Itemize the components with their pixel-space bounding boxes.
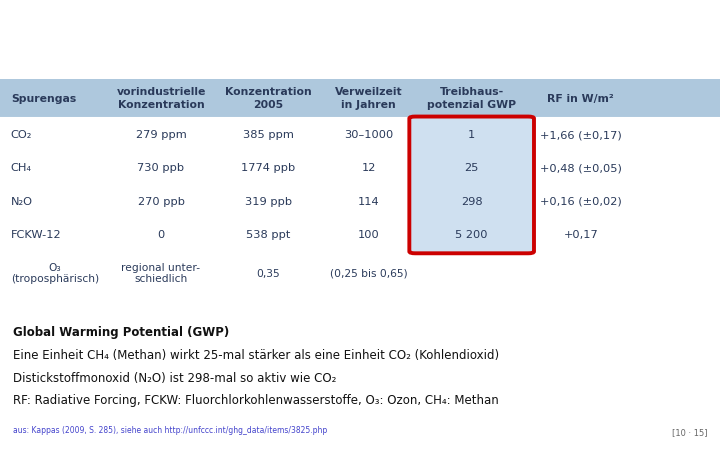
Text: 25: 25	[464, 163, 479, 173]
Text: N₂O: N₂O	[11, 197, 33, 207]
Text: +0,48 (±0,05): +0,48 (±0,05)	[540, 163, 622, 173]
Text: 5 200: 5 200	[456, 230, 488, 240]
Text: 385 ppm: 385 ppm	[243, 130, 294, 140]
Text: 12: 12	[361, 163, 376, 173]
Text: Eine Einheit CH₄ (Methan) wirkt 25-mal stärker als eine Einheit CO₂ (Kohlendioxi: Eine Einheit CH₄ (Methan) wirkt 25-mal s…	[13, 349, 499, 362]
Text: +0,17: +0,17	[564, 230, 598, 240]
Text: 0,35: 0,35	[256, 269, 280, 279]
Text: 30–1000: 30–1000	[344, 130, 393, 140]
Text: 1: 1	[468, 130, 475, 140]
Text: +1,66 (±0,17): +1,66 (±0,17)	[540, 130, 621, 140]
Text: Distickstoffmonoxid (N₂O) ist 298-mal so aktiv wie CO₂: Distickstoffmonoxid (N₂O) ist 298-mal so…	[13, 372, 336, 385]
Text: 114: 114	[358, 197, 379, 207]
Text: [10 · 15]: [10 · 15]	[672, 428, 707, 437]
Text: Global Warming Potential (GWP): Global Warming Potential (GWP)	[13, 326, 229, 339]
Text: 100: 100	[358, 230, 379, 240]
Text: +0,16 (±0,02): +0,16 (±0,02)	[540, 197, 621, 207]
Bar	[0, 79, 720, 118]
Text: regional unter-
schiedlich: regional unter- schiedlich	[122, 263, 201, 284]
Text: 298: 298	[461, 197, 482, 207]
Text: 538 ppt: 538 ppt	[246, 230, 291, 240]
Text: 1774 ppb: 1774 ppb	[241, 163, 295, 173]
Text: 319 ppb: 319 ppb	[245, 197, 292, 207]
Text: RF in W/m²: RF in W/m²	[547, 94, 614, 104]
Text: 270 ppb: 270 ppb	[138, 197, 184, 207]
Text: Konzentration
2005: Konzentration 2005	[225, 87, 312, 110]
Text: aus: Kappas (2009, S. 285), siehe auch http://unfccc.int/ghg_data/items/3825.php: aus: Kappas (2009, S. 285), siehe auch h…	[13, 427, 327, 436]
Text: 0: 0	[158, 230, 165, 240]
Text: vorindustrielle
Konzentration: vorindustrielle Konzentration	[117, 87, 206, 110]
Text: CO₂: CO₂	[11, 130, 32, 140]
Text: Wichtige anthropogene Treibhausgase: Wichtige anthropogene Treibhausgase	[18, 22, 623, 50]
Text: FCKW-12: FCKW-12	[11, 230, 61, 240]
Text: 730 ppb: 730 ppb	[138, 163, 184, 173]
Text: RF: Radiative Forcing, FCKW: Fluorchlorkohlenwasserstoffe, O₃: Ozon, CH₄: Methan: RF: Radiative Forcing, FCKW: Fluorchlork…	[13, 395, 499, 408]
Text: Treibhaus-
potenzial GWP: Treibhaus- potenzial GWP	[427, 87, 516, 110]
Text: O₃
(troposphärisch): O₃ (troposphärisch)	[11, 263, 99, 284]
Text: Spurengas: Spurengas	[11, 94, 76, 104]
Text: 279 ppm: 279 ppm	[135, 130, 186, 140]
Text: CH₄: CH₄	[11, 163, 32, 173]
FancyBboxPatch shape	[410, 117, 534, 253]
Text: (0,25 bis 0,65): (0,25 bis 0,65)	[330, 269, 408, 279]
Text: Verweilzeit
in Jahren: Verweilzeit in Jahren	[335, 87, 402, 110]
